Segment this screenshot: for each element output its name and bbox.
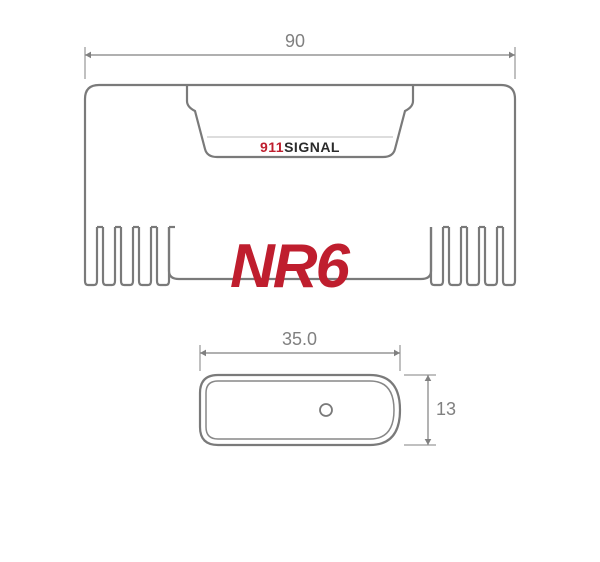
brand-signal: SIGNAL [284,139,340,155]
brand-911: 911 [260,139,284,155]
dimension-width-side: 35.0 [282,329,317,350]
dimension-height-side: 13 [436,399,456,420]
technical-drawing: 90 35.0 13 911SIGNAL NR6 [0,0,600,557]
product-name: NR6 [230,231,348,302]
brand-logo-small: 911SIGNAL [260,139,340,155]
dimension-width-front: 90 [285,31,305,52]
